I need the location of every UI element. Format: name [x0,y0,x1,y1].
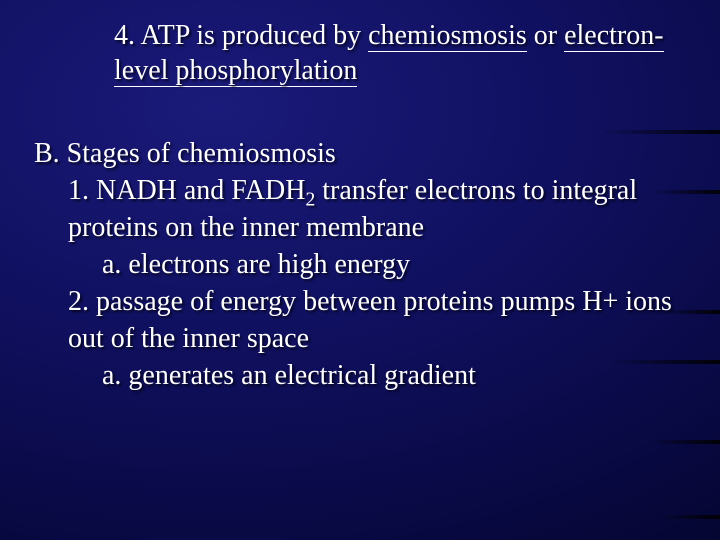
section-b: B. Stages of chemiosmosis 1. NADH and FA… [34,136,686,395]
heading-text-mid: or [527,20,564,51]
heading-item-4: 4. ATP is produced by chemiosmosis or el… [114,18,686,88]
heading-underline-1: chemiosmosis [368,20,527,52]
section-b-item-2: 2. passage of energy between proteins pu… [68,284,686,358]
section-b-item-1a: a. electrons are high energy [102,247,686,284]
decorative-streak [650,440,720,444]
decorative-streak [660,515,720,519]
section-b-title: B. Stages of chemiosmosis [34,136,686,173]
slide-content: 4. ATP is produced by chemiosmosis or el… [34,18,686,395]
heading-text-pre: ATP is produced by [140,20,368,51]
item1-subscript: 2 [305,190,315,211]
item1-pre: 1. NADH and FADH [68,175,305,206]
section-b-item-2a: a. generates an electrical gradient [102,358,686,395]
slide: 4. ATP is produced by chemiosmosis or el… [0,0,720,540]
heading-number: 4. [114,20,135,51]
section-b-item-1: 1. NADH and FADH2 transfer electrons to … [68,173,686,247]
